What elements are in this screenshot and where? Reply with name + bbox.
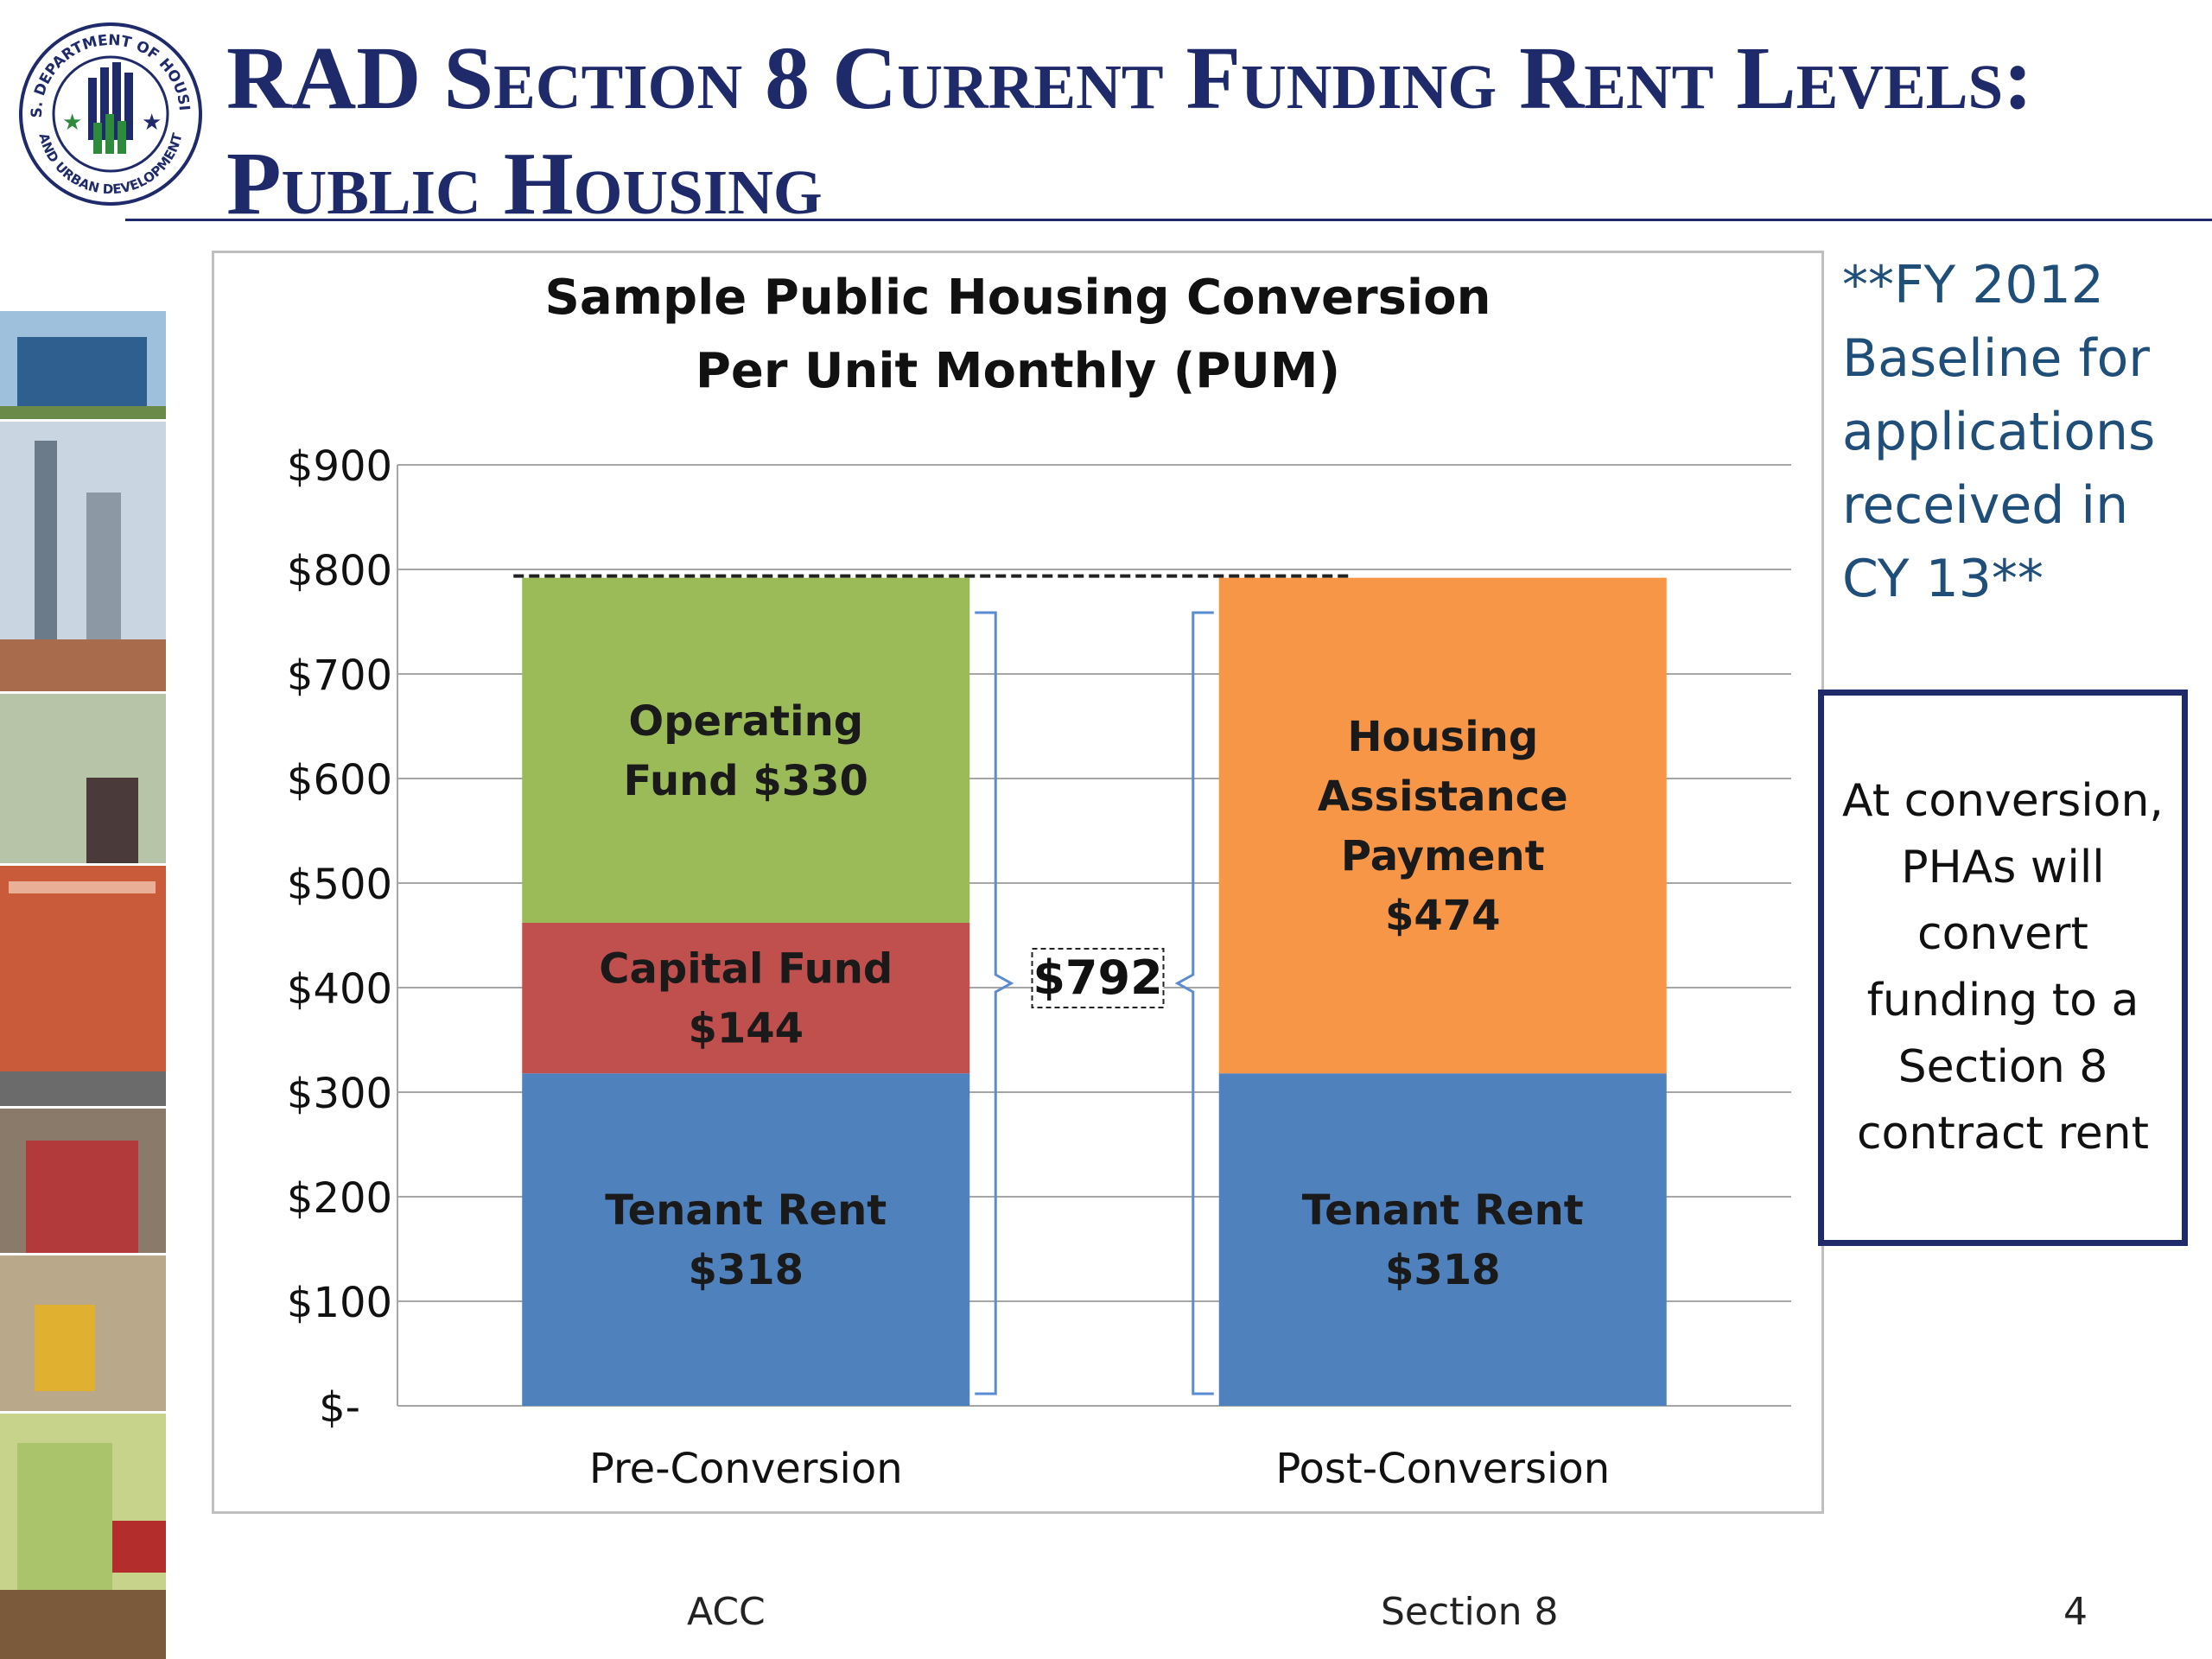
callout-line: contract rent xyxy=(1856,1108,2150,1160)
y-tick-label: $500 xyxy=(287,861,392,909)
data-label: $318 xyxy=(1385,1246,1501,1294)
conversion-callout: At conversion, PHAs will convert funding… xyxy=(1818,690,2188,1246)
left-bracket xyxy=(975,611,1014,1395)
bar-segment-operating-fund xyxy=(522,577,970,923)
slide-title-line1: RAD Section 8 Current Funding Rent Level… xyxy=(226,29,2033,128)
bar-segment-capital-fund xyxy=(522,922,970,1074)
slide-title-line2: Public Housing xyxy=(226,134,823,233)
funding-chart: Sample Public Housing Conversion Per Uni… xyxy=(287,270,1791,1493)
data-label: Payment xyxy=(1341,832,1545,880)
baseline-note-line: Baseline for xyxy=(1842,328,2150,389)
data-label: $474 xyxy=(1385,892,1501,940)
right-bracket xyxy=(1174,611,1214,1395)
x-tick-label: Post-Conversion xyxy=(1275,1445,1610,1493)
callout-line: At conversion, xyxy=(1842,775,2164,827)
title-divider xyxy=(125,219,2212,221)
callout-line: PHAs will xyxy=(1901,842,2105,893)
bar-segment-tenant-rent xyxy=(1218,1073,1667,1406)
y-tick-label: $700 xyxy=(287,652,392,700)
svg-text:★: ★ xyxy=(142,110,162,136)
callout-line: convert xyxy=(1917,908,2088,960)
footer-acc-label: ACC xyxy=(687,1590,766,1634)
photo-skyline xyxy=(0,422,166,691)
data-label: Tenant Rent xyxy=(605,1186,887,1235)
x-tick-label: Pre-Conversion xyxy=(589,1445,903,1493)
data-label: Fund $330 xyxy=(624,757,868,805)
slide-title: RAD Section 8 Current Funding Rent Level… xyxy=(226,26,2033,237)
baseline-note-line: received in xyxy=(1842,475,2129,536)
chart-title-line2: Per Unit Monthly (PUM) xyxy=(696,343,1340,399)
total-label: $792 xyxy=(1033,950,1162,1005)
data-label: Operating xyxy=(628,697,863,746)
page-number: 4 xyxy=(2063,1590,2088,1634)
baseline-note: **FY 2012 Baseline for applications rece… xyxy=(1842,249,2188,616)
baseline-note-line: **FY 2012 xyxy=(1842,255,2104,315)
callout-line: funding to a xyxy=(1866,975,2139,1027)
data-label: Capital Fund xyxy=(599,945,893,994)
baseline-note-line: CY 13** xyxy=(1842,549,2044,609)
y-tick-label: $900 xyxy=(287,442,392,491)
photo-family xyxy=(0,1109,166,1253)
y-tick-label: $800 xyxy=(287,547,392,595)
photo-porch xyxy=(0,694,166,863)
photo-strip xyxy=(0,311,166,1659)
photo-demolition xyxy=(0,1255,166,1411)
photo-house xyxy=(0,311,166,419)
bar-segment-tenant-rent xyxy=(522,1073,970,1406)
y-tick-label: $200 xyxy=(287,1174,392,1223)
y-tick-label: $300 xyxy=(287,1070,392,1118)
data-label: Tenant Rent xyxy=(1302,1186,1584,1235)
y-tick-label: $600 xyxy=(287,756,392,804)
y-tick-label: $- xyxy=(319,1383,360,1432)
baseline-note-line: applications xyxy=(1842,402,2156,462)
chart-title-line1: Sample Public Housing Conversion xyxy=(545,270,1491,326)
total-label-box xyxy=(1031,948,1165,1008)
callout-line: Section 8 xyxy=(1897,1041,2108,1093)
hud-seal-logo: U.S. DEPARTMENT OF HOUSING AND URBAN DEV… xyxy=(16,19,202,206)
data-label: $144 xyxy=(688,1005,804,1053)
y-tick-label: $100 xyxy=(287,1279,392,1327)
svg-text:★: ★ xyxy=(62,110,82,136)
footer-section8-label: Section 8 xyxy=(1381,1590,1559,1634)
data-label: Housing xyxy=(1347,713,1538,761)
data-label: Assistance xyxy=(1318,772,1568,821)
y-tick-label: $400 xyxy=(287,965,392,1014)
photo-street xyxy=(0,1414,166,1659)
bar-segment-housing-assistance-payment xyxy=(1218,577,1667,1074)
callout-text: At conversion, PHAs will convert funding… xyxy=(1842,768,2164,1167)
photo-apartments xyxy=(0,866,166,1106)
data-label: $318 xyxy=(688,1246,804,1294)
